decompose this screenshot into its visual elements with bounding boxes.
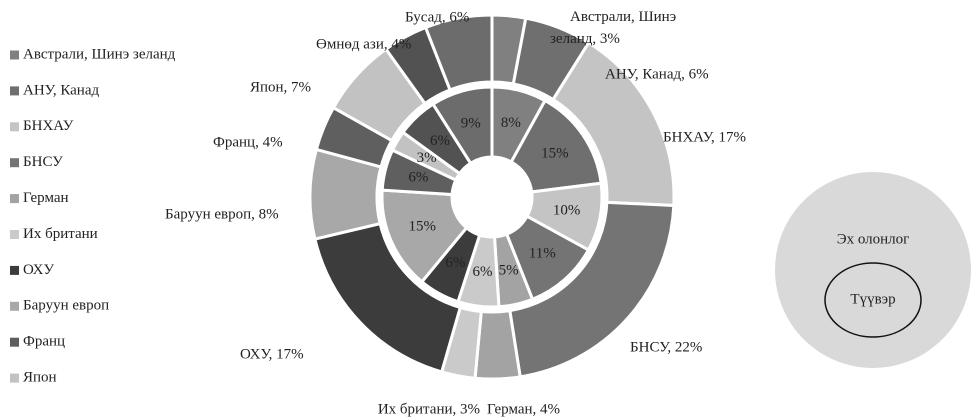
legend-label: БНСУ (23, 154, 63, 170)
legend-swatch (10, 301, 19, 311)
slice (430, 85, 494, 166)
legend-label: Баруун европ (23, 298, 109, 314)
outer-value-label: Бусад, 6% (405, 9, 469, 25)
inner-value-label: 15% (541, 146, 569, 162)
outer-value-label: Франц, 4% (213, 134, 283, 150)
legend-label: БНХАУ (23, 118, 74, 134)
legend-swatch (10, 158, 19, 168)
legend-swatch (10, 337, 19, 347)
outer-value-label: АНУ, Канад, 6% (605, 66, 709, 82)
outer-value-label: Өмнөд ази, 4% (316, 36, 411, 52)
legend-label: Их британи (23, 226, 98, 242)
legend-swatch (10, 373, 19, 383)
inner-value-label: 6% (408, 170, 428, 186)
outer-value-label: БНСУ, 22% (630, 339, 702, 355)
inner-value-label: 10% (553, 203, 581, 219)
population-label: Эх олонлог (837, 231, 910, 247)
legend-label: АНУ, Канад (23, 82, 99, 98)
slice (508, 200, 676, 379)
inner-value-label: 8% (501, 115, 521, 131)
legend-swatch (10, 122, 19, 132)
legend-swatch (10, 265, 19, 275)
legend-label: Франц (23, 334, 65, 350)
slice (423, 13, 494, 92)
legend-label: ОХУ (23, 262, 54, 278)
inner-value-label: 6% (430, 133, 450, 149)
label-line: Австрали, Шинэ (570, 9, 676, 25)
sample-ellipse (824, 262, 922, 338)
outer-value-label: Их британи, 3% (378, 401, 480, 417)
outer-value-label: БНХАУ, 17% (663, 129, 746, 145)
inner-value-label: 9% (461, 115, 481, 131)
sample-label: Түүвэр (850, 291, 895, 307)
inner-value-label: 15% (409, 219, 437, 235)
legend-swatch (10, 194, 19, 204)
inner-value-label: 11% (529, 245, 556, 261)
legend-label: Япон (23, 370, 57, 386)
outer-value-label: ОХУ, 17% (240, 346, 304, 362)
outer-value-label: Герман, 4% (487, 401, 560, 417)
legend-swatch (10, 50, 19, 60)
legend-swatch (10, 230, 19, 239)
inner-value-label: 6% (472, 264, 492, 280)
outer-value-label: Австрали, Шинэ зеланд, 3% (550, 9, 676, 47)
outer-value-label: Баруун европ, 8% (165, 206, 279, 222)
label-line: зеланд, 3% (550, 31, 620, 47)
legend-swatch (10, 86, 19, 96)
legend-label: Австрали, Шинэ зеланд (23, 46, 176, 62)
legend-label: Герман (23, 190, 69, 206)
outer-value-label: Япон, 7% (250, 79, 311, 95)
inner-value-label: 5% (499, 263, 519, 279)
inner-value-label: 6% (445, 255, 465, 271)
